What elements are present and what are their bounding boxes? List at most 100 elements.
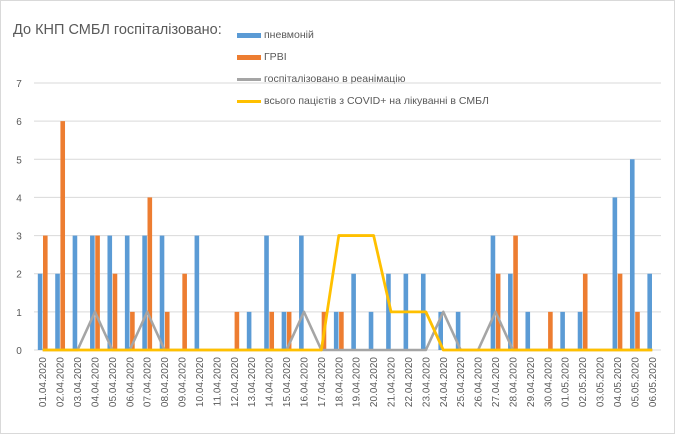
bar-pneumonia	[612, 197, 618, 350]
bar-pneumonia	[560, 311, 565, 350]
x-tick-label: 20.04.2020	[369, 357, 380, 407]
bar-pneumonia	[90, 235, 95, 350]
x-tick-label: 18.04.2020	[334, 357, 345, 407]
legend-item-pneumonia: пневмоній	[237, 29, 314, 41]
y-tick-label: 6	[16, 117, 22, 128]
x-tick-label: 02.05.2020	[578, 357, 589, 407]
x-tick-label: 22.04.2020	[404, 357, 415, 407]
bar-grvi	[495, 273, 501, 350]
x-tick-label: 02.04.2020	[56, 357, 67, 407]
chart-title: До КНП СМБЛ госпіталізовано:	[13, 22, 222, 38]
x-tick-label: 10.04.2020	[195, 357, 206, 407]
x-tick-label: 28.04.2020	[508, 357, 519, 407]
y-tick-label: 1	[16, 308, 22, 319]
legend-swatch-orange	[237, 54, 261, 60]
bar-pneumonia	[629, 159, 635, 350]
bar-pneumonia	[455, 311, 461, 350]
bar-pneumonia	[124, 235, 130, 350]
y-tick-label: 4	[16, 193, 22, 204]
x-tick-label: 29.04.2020	[526, 357, 537, 407]
legend-item-covid: всього пацієтів з COVID+ на лікуванні в …	[237, 95, 489, 107]
x-tick-label: 19.04.2020	[352, 357, 363, 407]
legend-item-icu: госпіталізовано в реанімацію	[237, 73, 406, 85]
x-tick-label: 21.04.2020	[387, 357, 398, 407]
x-tick-label: 05.04.2020	[108, 357, 119, 407]
bar-grvi	[617, 273, 623, 350]
x-tick-label: 30.04.2020	[543, 357, 554, 407]
x-tick-label: 16.04.2020	[299, 357, 310, 407]
bar-pneumonia	[525, 311, 531, 350]
legend-swatch-blue	[237, 32, 261, 38]
bar-pneumonia	[386, 273, 391, 350]
legend-label: всього пацієтів з COVID+ на лікуванні в …	[264, 95, 489, 107]
bar-pneumonia	[351, 273, 356, 350]
bar-grvi	[286, 311, 292, 350]
x-tick-label: 27.04.2020	[491, 357, 502, 407]
bar-pneumonia	[37, 273, 43, 350]
bar-grvi	[234, 311, 240, 350]
y-tick-label: 7	[16, 79, 22, 90]
legend-swatch-gray	[237, 77, 261, 81]
x-tick-label: 05.05.2020	[630, 357, 641, 407]
bar-grvi	[269, 311, 275, 350]
x-tick-label: 12.04.2020	[230, 357, 241, 407]
x-tick-label: 08.04.2020	[160, 357, 171, 407]
bar-pneumonia	[246, 311, 252, 350]
x-tick-label: 24.04.2020	[439, 357, 450, 407]
x-tick-label: 01.04.2020	[38, 357, 49, 407]
legend-label: пневмоній	[264, 29, 314, 41]
x-tick-label: 13.04.2020	[247, 357, 258, 407]
bar-grvi	[43, 235, 48, 350]
bar-grvi	[112, 273, 118, 350]
bar-pneumonia	[159, 235, 165, 350]
x-tick-label: 04.05.2020	[613, 357, 624, 407]
bar-grvi	[95, 235, 100, 350]
bar-pneumonia	[490, 235, 496, 350]
x-tick-label: 07.04.2020	[143, 357, 154, 407]
x-tick-label: 04.04.2020	[90, 357, 101, 407]
bar-pneumonia	[368, 311, 374, 350]
bar-pneumonia	[508, 273, 513, 350]
x-tick-label: 15.04.2020	[282, 357, 293, 407]
line-covid-total	[42, 234, 653, 352]
bar-grvi	[513, 235, 518, 350]
x-tick-label: 06.05.2020	[648, 357, 659, 407]
x-tick-label: 11.04.2020	[212, 357, 223, 407]
y-tick-label: 0	[16, 346, 22, 357]
bar-pneumonia	[577, 311, 583, 350]
bar-pneumonia	[142, 235, 147, 350]
x-tick-label: 17.04.2020	[317, 357, 328, 407]
legend-label: госпіталізовано в реанімацію	[264, 73, 406, 85]
bar-pneumonia	[264, 235, 269, 350]
x-tick-label: 26.04.2020	[474, 357, 485, 407]
legend-swatch-yellow	[237, 99, 261, 103]
y-tick-label: 2	[16, 270, 22, 281]
bar-pneumonia	[72, 235, 78, 350]
bar-grvi	[635, 311, 640, 350]
bar-grvi	[60, 121, 66, 351]
bar-grvi	[164, 311, 170, 350]
y-tick-label: 3	[16, 232, 22, 243]
bar-pneumonia	[333, 311, 339, 350]
bar-grvi	[582, 273, 588, 350]
x-tick-label: 06.04.2020	[125, 357, 136, 407]
x-tick-label: 01.05.2020	[561, 357, 572, 407]
x-tick-label: 09.04.2020	[178, 357, 189, 407]
bar-grvi	[182, 273, 187, 350]
legend-item-grvi: ГРВІ	[237, 51, 287, 63]
bar-pneumonia	[299, 235, 304, 350]
bar-pneumonia	[55, 273, 60, 350]
bar-pneumonia	[194, 235, 200, 350]
bar-grvi	[339, 311, 344, 350]
bar-grvi	[548, 311, 553, 350]
bar-grvi	[130, 311, 135, 350]
x-tick-label: 03.05.2020	[596, 357, 607, 407]
bar-pneumonia	[647, 273, 652, 350]
x-tick-label: 23.04.2020	[421, 357, 432, 407]
bar-pneumonia	[107, 235, 113, 350]
bar-pneumonia	[281, 311, 287, 350]
bar-grvi	[147, 197, 153, 350]
x-tick-label: 03.04.2020	[73, 357, 84, 407]
